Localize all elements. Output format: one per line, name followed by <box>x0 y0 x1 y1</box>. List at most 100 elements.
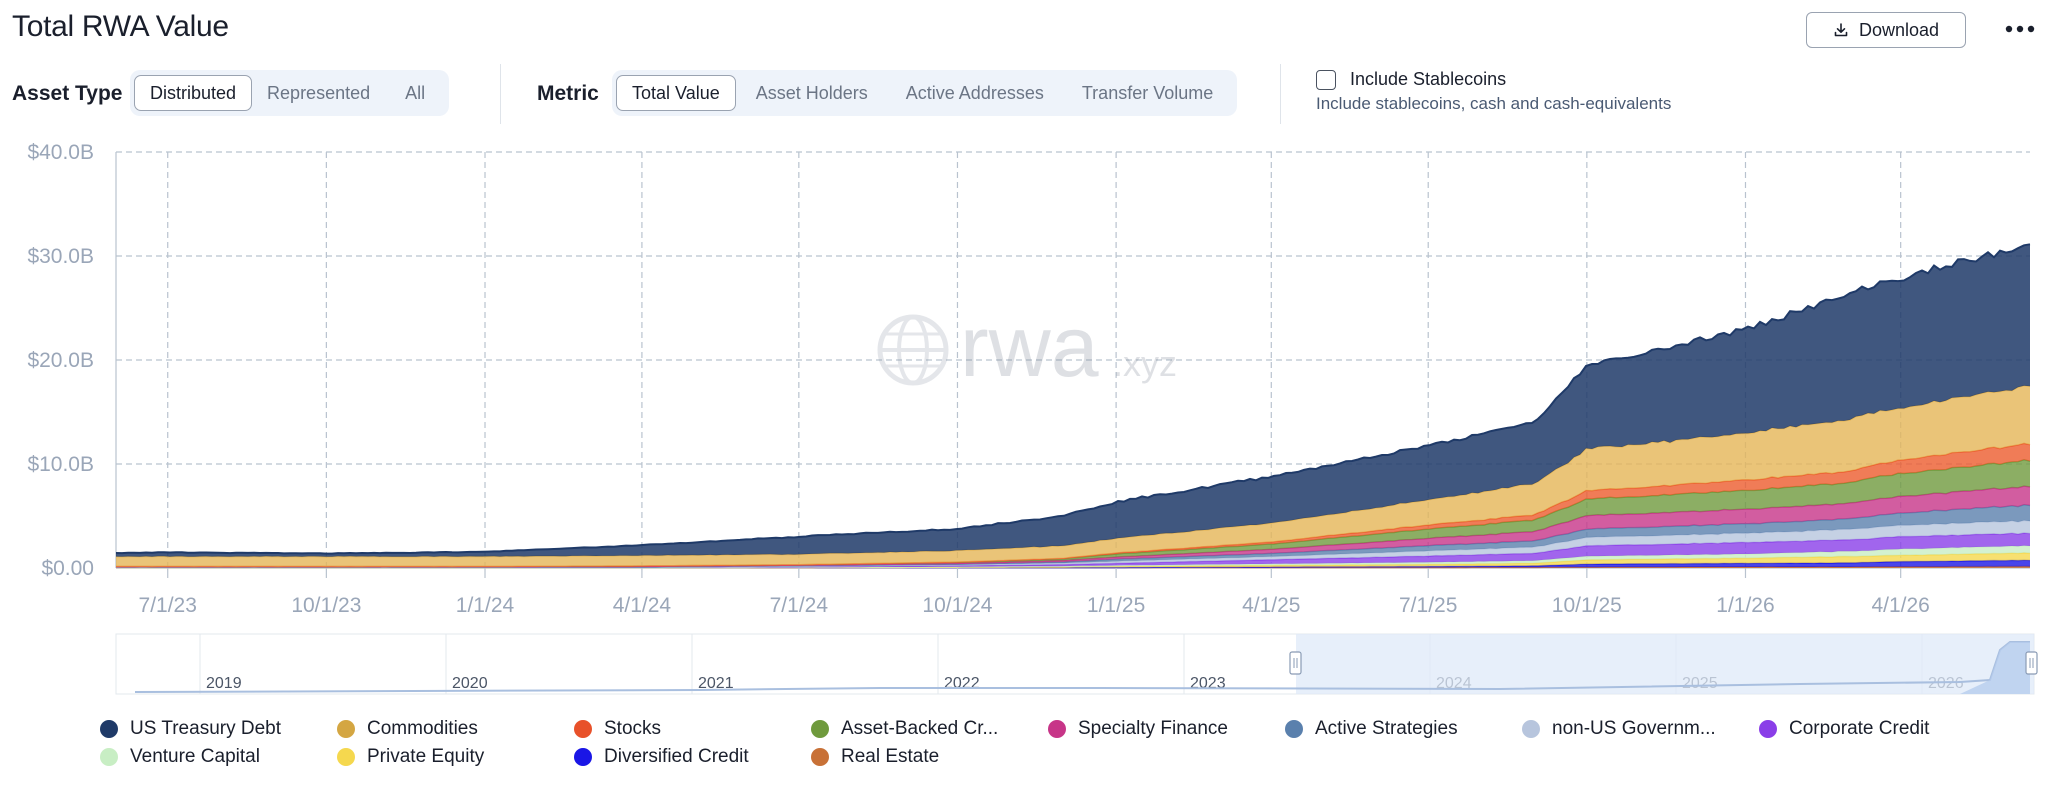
legend-item[interactable]: Commodities <box>337 718 574 740</box>
legend-label: Active Strategies <box>1315 718 1458 739</box>
legend-label: Diversified Credit <box>604 746 749 767</box>
navigator-year-label: 2019 <box>206 675 242 692</box>
legend-item[interactable]: Venture Capital <box>100 746 337 768</box>
y-axis: $0.00 $10.0B $20.0B $30.0B $40.0B <box>27 141 94 580</box>
metric-option-transfer-volume[interactable]: Transfer Volume <box>1081 82 1214 103</box>
legend-dot <box>574 720 592 738</box>
legend-item[interactable]: Private Equity <box>337 746 574 768</box>
legend-item[interactable]: non-US Governm... <box>1522 718 1759 740</box>
metric-label: Metric <box>537 82 599 105</box>
legend-dot <box>100 720 118 738</box>
x-tick-label: 1/1/25 <box>1087 594 1145 617</box>
legend-item[interactable]: Active Strategies <box>1285 718 1522 740</box>
legend-item[interactable]: US Treasury Debt <box>100 718 337 740</box>
page-title: Total RWA Value <box>12 10 229 43</box>
navigator-year-label: 2023 <box>1190 675 1226 692</box>
legend-dot <box>337 748 355 766</box>
watermark-brand: rwa <box>960 299 1099 395</box>
legend-label: US Treasury Debt <box>130 718 281 739</box>
legend-dot <box>1759 720 1777 738</box>
x-tick-label: 4/1/24 <box>613 594 672 617</box>
area-private-equity <box>116 552 2030 568</box>
x-tick-label: 7/1/24 <box>770 594 829 617</box>
metric-option-active-addresses[interactable]: Active Addresses <box>905 82 1044 103</box>
legend-item[interactable]: Diversified Credit <box>574 746 811 768</box>
navigator-year-label: 2021 <box>698 675 734 692</box>
navigator-selection[interactable] <box>1296 634 2034 694</box>
y-tick-label: $30.0B <box>27 245 94 268</box>
legend-label: Specialty Finance <box>1078 718 1228 739</box>
legend-label: non-US Governm... <box>1552 718 1716 739</box>
rwa-watermark: rwa .xyz <box>877 299 1177 395</box>
legend-dot <box>811 748 829 766</box>
legend-label: Private Equity <box>367 746 485 767</box>
y-tick-label: $0.00 <box>41 557 94 580</box>
navigator-series-fill <box>1960 642 2030 694</box>
x-tick-label: 1/1/24 <box>456 594 515 617</box>
legend-item[interactable]: Corporate Credit <box>1759 718 1996 740</box>
legend-dot <box>1285 720 1303 738</box>
legend-dot <box>337 720 355 738</box>
download-label: Download <box>1858 19 1940 40</box>
legend-label: Asset-Backed Cr... <box>841 718 999 739</box>
line-us-treasury-debt <box>115 243 2031 555</box>
x-tick-label: 1/1/26 <box>1716 594 1774 617</box>
x-tick-label: 10/1/23 <box>291 594 361 617</box>
legend-dot <box>1522 720 1540 738</box>
metric-option-total-value[interactable]: Total Value <box>616 75 736 111</box>
y-tick-label: $20.0B <box>27 349 94 372</box>
legend-label: Real Estate <box>841 746 940 767</box>
area-specialty-finance <box>116 486 2030 567</box>
legend-dot <box>100 748 118 766</box>
navigator-handle-right[interactable] <box>2025 651 2038 675</box>
chart-legend: US Treasury Debt Commodities Stocks Asset-B… <box>100 718 2000 768</box>
watermark-suffix: .xyz <box>1113 343 1177 384</box>
include-stablecoins-checkbox[interactable] <box>1316 70 1336 90</box>
area-active-strategies <box>116 504 2030 567</box>
include-stablecoins-label: Include Stablecoins <box>1350 69 1507 89</box>
area-us-treasury-debt <box>116 244 2030 557</box>
legend-label: Stocks <box>604 718 662 739</box>
asset-type-option-distributed[interactable]: Distributed <box>134 75 253 111</box>
asset-type-label: Asset Type <box>12 82 123 105</box>
legend-dot <box>811 720 829 738</box>
legend-dot <box>1048 720 1066 738</box>
x-axis: 7/1/23 10/1/23 1/1/24 4/1/24 7/1/24 10/1/24 1/… <box>139 568 1930 617</box>
range-navigator[interactable]: 20192020202120222023202420252026 <box>115 633 2038 695</box>
legend-label: Venture Capital <box>130 746 260 767</box>
asset-type-option-represented[interactable]: Represented <box>267 82 371 103</box>
y-tick-label: $10.0B <box>27 453 94 476</box>
asset-type-option-all[interactable]: All <box>405 82 426 103</box>
legend-item[interactable]: Specialty Finance <box>1048 718 1285 740</box>
globe-meridian <box>897 315 929 385</box>
metric-selector: Total Value Asset Holders Active Address… <box>612 70 1238 116</box>
filter-divider <box>1280 64 1281 124</box>
navigator-year-label: 2020 <box>452 675 488 692</box>
globe-icon <box>877 314 949 386</box>
x-tick-label: 4/1/26 <box>1871 594 1929 617</box>
x-tick-label: 10/1/24 <box>922 594 992 617</box>
area-corporate-credit <box>116 533 2030 568</box>
legend-item[interactable]: Stocks <box>574 718 811 740</box>
rwa-value-chart[interactable]: rwa .xyz $0.00 $10.0B $20.0B $30.0B $40.0B 7… <box>0 0 2048 710</box>
area-non-us-government-debt <box>116 520 2030 567</box>
stacked-areas <box>115 243 2031 569</box>
legend-item[interactable]: Asset-Backed Cr... <box>811 718 1048 740</box>
legend-label: Commodities <box>367 718 478 739</box>
x-tick-label: 10/1/25 <box>1552 594 1622 617</box>
download-icon <box>1834 23 1848 37</box>
include-stablecoins-description: Include stablecoins, cash and cash-equiv… <box>1316 94 1672 113</box>
legend-item[interactable]: Real Estate <box>811 746 1048 768</box>
asset-type-selector: Distributed Represented All <box>130 70 450 116</box>
x-tick-label: 4/1/25 <box>1242 594 1300 617</box>
area-commodities <box>116 385 2030 567</box>
x-tick-label: 7/1/23 <box>139 594 197 617</box>
metric-option-asset-holders[interactable]: Asset Holders <box>755 82 868 103</box>
more-options-icon[interactable] <box>2003 14 2037 44</box>
legend-label: Corporate Credit <box>1789 718 1930 739</box>
navigator-year-label: 2022 <box>944 675 980 692</box>
legend-dot <box>574 748 592 766</box>
y-tick-label: $40.0B <box>27 141 94 164</box>
navigator-handle-left[interactable] <box>1289 651 1302 675</box>
download-button[interactable]: Download <box>1806 12 1966 48</box>
